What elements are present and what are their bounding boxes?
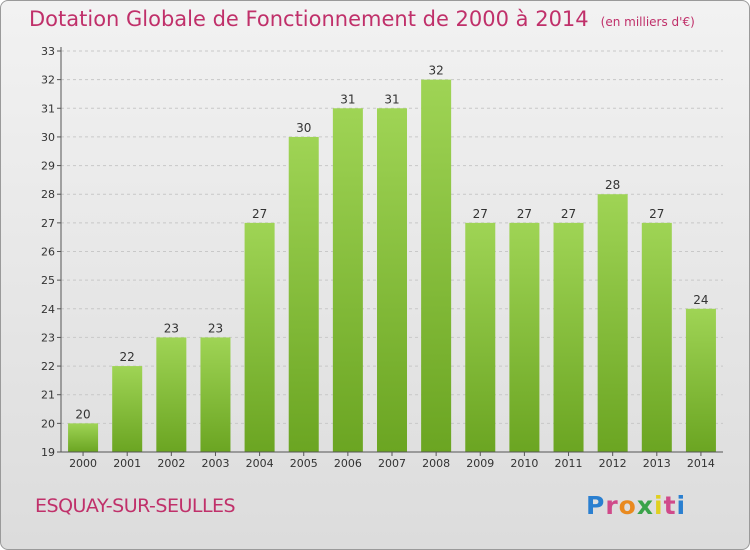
y-tick-label: 28 [41, 188, 55, 201]
y-tick-label: 33 [41, 45, 55, 58]
chart-title-text: Dotation Globale de Fonctionnement de 20… [29, 7, 589, 31]
y-tick-label: 21 [41, 389, 55, 402]
bar-2003 [200, 337, 231, 452]
x-tick-label: 2007 [378, 457, 406, 470]
bar-2009 [465, 222, 496, 452]
bar-2001 [112, 366, 143, 452]
bar-2013 [641, 222, 672, 452]
bar-2006 [332, 108, 363, 453]
x-tick-label: 2010 [510, 457, 538, 470]
bar-value-label: 20 [75, 407, 90, 421]
bar-value-label: 27 [649, 207, 664, 221]
axes: 19 20 21 22 23 24 25 26 27 28 29 30 31 32 33 2000 2001 20… [41, 45, 723, 470]
bar-value-label: 27 [252, 207, 267, 221]
chart-title: Dotation Globale de Fonctionnement de 20… [29, 7, 695, 31]
bar-2004 [244, 222, 275, 452]
y-tick-label: 32 [41, 74, 55, 87]
bar-2007 [376, 108, 408, 453]
bar-value-label: 23 [208, 321, 223, 335]
bars: 20 22 23 23 27 30 31 31 32 27 27 27 28 27 24 [68, 64, 716, 453]
x-tick-label: 2014 [687, 457, 715, 470]
x-tick-label: 2008 [422, 457, 450, 470]
x-tick-label: 2012 [599, 457, 627, 470]
y-tick-label: 20 [41, 417, 55, 430]
bar-value-label: 32 [428, 64, 443, 78]
bar-2005 [288, 136, 319, 452]
logo-letter: P [586, 491, 606, 520]
x-tick-label: 2001 [113, 457, 141, 470]
bar-2002 [156, 337, 187, 452]
logo-letter: i [676, 491, 687, 520]
bar-2014 [685, 308, 716, 452]
logo-letter: i [654, 491, 664, 520]
y-tick-label: 22 [41, 360, 55, 373]
bar-value-label: 23 [164, 321, 179, 335]
unit-note: (en milliers d'€) [600, 15, 695, 29]
y-tick-label: 29 [41, 160, 55, 173]
x-tick-label: 2013 [643, 457, 671, 470]
bar-value-label: 28 [605, 178, 620, 192]
y-tick-label: 27 [41, 217, 55, 230]
bar-2011 [553, 222, 584, 452]
y-tick-label: 23 [41, 331, 55, 344]
bar-value-label: 22 [120, 350, 135, 364]
bar-value-label: 31 [384, 92, 399, 106]
x-tick-label: 2002 [157, 457, 185, 470]
bar-2000 [68, 423, 99, 452]
x-tick-label: 2003 [201, 457, 229, 470]
y-tick-label: 24 [41, 303, 55, 316]
x-tick-label: 2004 [246, 457, 274, 470]
bar-value-label: 31 [340, 92, 355, 106]
bar-value-label: 27 [517, 207, 532, 221]
logo-letter: t [663, 491, 677, 520]
proxiti-logo: Proxiti [586, 491, 686, 520]
logo-letter: r [605, 491, 619, 520]
y-tick-label: 26 [41, 246, 55, 259]
logo-letter: x [636, 491, 654, 520]
bar-value-label: 27 [561, 207, 576, 221]
y-tick-label: 31 [41, 102, 55, 115]
y-tick-label: 30 [41, 131, 55, 144]
bar-value-label: 30 [296, 121, 311, 135]
bar-2012 [597, 194, 628, 452]
y-tick-label: 19 [41, 446, 55, 459]
x-tick-label: 2009 [466, 457, 494, 470]
x-tick-label: 2000 [69, 457, 97, 470]
x-tick-label: 2006 [334, 457, 362, 470]
x-tick-label: 2005 [290, 457, 318, 470]
bar-value-label: 24 [693, 293, 708, 307]
y-tick-label: 25 [41, 274, 55, 287]
commune-name: ESQUAY-SUR-SEULLES [35, 495, 236, 517]
x-tick-label: 2011 [555, 457, 583, 470]
bar-2008 [421, 79, 452, 453]
logo-letter: o [618, 491, 637, 520]
bar-2010 [509, 222, 540, 452]
bar-value-label: 27 [473, 207, 488, 221]
